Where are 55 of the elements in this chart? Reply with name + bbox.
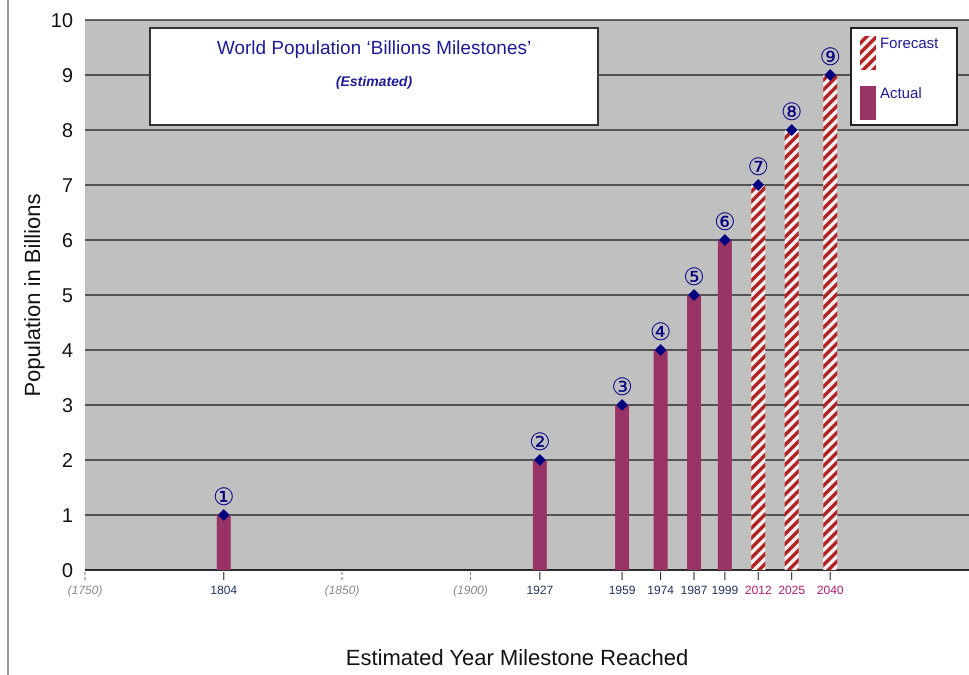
data-label: ⑤: [683, 263, 705, 291]
bar: [784, 130, 799, 570]
point: [688, 289, 700, 301]
x-tick-label: (1850): [324, 583, 360, 597]
bar: [532, 460, 547, 570]
bar: [654, 350, 668, 570]
y-tick-label: 3: [62, 395, 73, 417]
y-tick-label: 6: [62, 230, 73, 252]
legend-label: Forecast: [880, 35, 940, 52]
x-tick-label: 2025: [778, 583, 806, 597]
y-tick-label: 0: [62, 560, 73, 582]
bar: [718, 240, 732, 570]
x-tick-label: 1927: [526, 583, 554, 597]
x-tick-label: 1999: [712, 583, 739, 597]
point: [786, 124, 798, 136]
x-tick-label: 2012: [744, 583, 772, 597]
x-tick-label: 1974: [647, 583, 674, 597]
data-label: ⑨: [819, 43, 841, 71]
y-tick-label: 8: [62, 120, 73, 142]
x-tick-label: 1804: [210, 583, 238, 597]
data-label: ④: [650, 318, 672, 346]
point: [752, 179, 764, 191]
y-tick-label: 1: [62, 505, 73, 527]
point: [616, 399, 628, 411]
point: [218, 509, 230, 521]
point: [824, 69, 836, 81]
x-tick-label: 1959: [608, 583, 636, 597]
y-tick-label: 5: [62, 285, 73, 307]
y-tick-label: 7: [62, 175, 73, 197]
data-label: ①: [213, 483, 235, 511]
title-box: World Population ‘Billions Milestones’ (Estimated): [149, 27, 599, 126]
y-tick-label: 10: [50, 10, 73, 32]
data-label: ②: [529, 428, 551, 456]
y-tick-label: 2: [62, 450, 73, 472]
legend-label: Actual: [880, 85, 922, 102]
point: [718, 234, 731, 246]
y-axis-title: Population in Billions: [20, 193, 45, 397]
y-tick-label: 9: [62, 65, 73, 87]
x-tick-label: (1750): [68, 583, 102, 597]
y-tick-label: 4: [62, 340, 73, 362]
point: [534, 454, 546, 466]
x-tick-label: 1987: [680, 583, 708, 597]
data-label: ⑧: [780, 98, 802, 126]
x-tick-label: 2040: [816, 583, 844, 597]
data-label: ⑥: [714, 208, 736, 236]
bar: [823, 75, 838, 570]
data-label: ③: [611, 373, 633, 401]
bar: [216, 515, 231, 570]
bar: [687, 295, 702, 570]
x-axis-title: Estimated Year Milestone Reached: [346, 645, 688, 670]
data-label: ⑦: [748, 153, 770, 181]
bar: [615, 405, 630, 570]
point: [654, 344, 667, 356]
bar: [751, 185, 766, 570]
x-tick-label: (1900): [453, 583, 488, 597]
